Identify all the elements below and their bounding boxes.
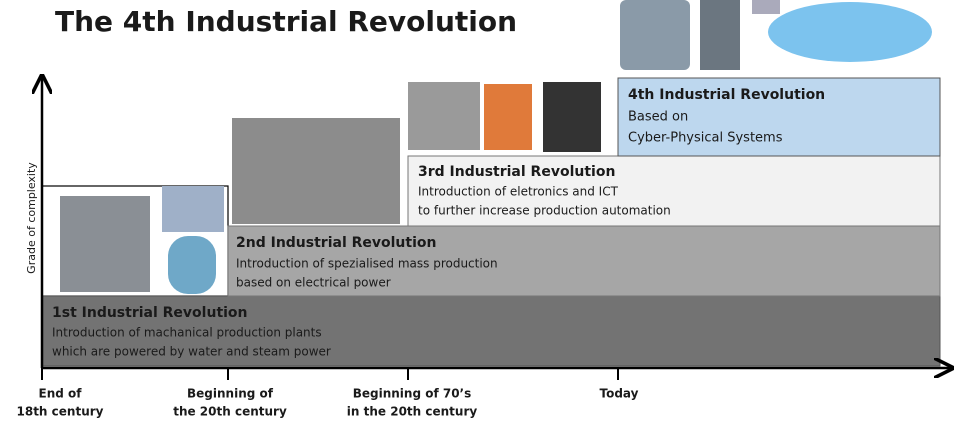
stage-text: which are powered by water and steam pow… bbox=[52, 345, 331, 359]
stage-text: to further increase production automatio… bbox=[418, 204, 671, 218]
photo bbox=[620, 0, 690, 70]
timeline-label: the 20th century bbox=[173, 405, 287, 419]
diagram: The 4th Industrial Revolution 1st Indust… bbox=[0, 0, 955, 422]
stage-text: Based on bbox=[628, 110, 688, 125]
stage-title: 3rd Industrial Revolution bbox=[418, 164, 615, 180]
timeline-label: End of bbox=[39, 387, 83, 401]
photo bbox=[60, 196, 150, 292]
timeline-label: Today bbox=[600, 387, 639, 401]
stage-title: 1st Industrial Revolution bbox=[52, 305, 248, 321]
timeline-label: in the 20th century bbox=[347, 405, 478, 419]
ticks bbox=[42, 368, 618, 380]
stage-title: 2nd Industrial Revolution bbox=[236, 235, 436, 251]
stage-text: Cyber-Physical Systems bbox=[628, 131, 783, 146]
page-title: The 4th Industrial Revolution bbox=[55, 5, 517, 38]
timeline-label: Beginning of 70’s bbox=[353, 387, 472, 401]
photo bbox=[408, 82, 480, 150]
photo bbox=[543, 82, 601, 152]
photo bbox=[168, 236, 216, 294]
timeline-label: 18th century bbox=[17, 405, 104, 419]
stage-text: based on electrical power bbox=[236, 276, 391, 290]
stage-text: Introduction of eletronics and ICT bbox=[418, 185, 619, 199]
stage-text: Introduction of spezialised mass product… bbox=[236, 257, 498, 271]
stage-title: 4th Industrial Revolution bbox=[628, 87, 825, 103]
photo bbox=[232, 118, 400, 224]
photo bbox=[484, 84, 532, 150]
stage-text: Introduction of machanical production pl… bbox=[52, 326, 322, 340]
timeline-label: Beginning of bbox=[187, 387, 274, 401]
photo bbox=[768, 2, 932, 62]
photo bbox=[700, 0, 740, 70]
y-axis-label: Grade of complexity bbox=[25, 162, 38, 274]
photo bbox=[752, 0, 780, 14]
photo bbox=[162, 186, 224, 232]
